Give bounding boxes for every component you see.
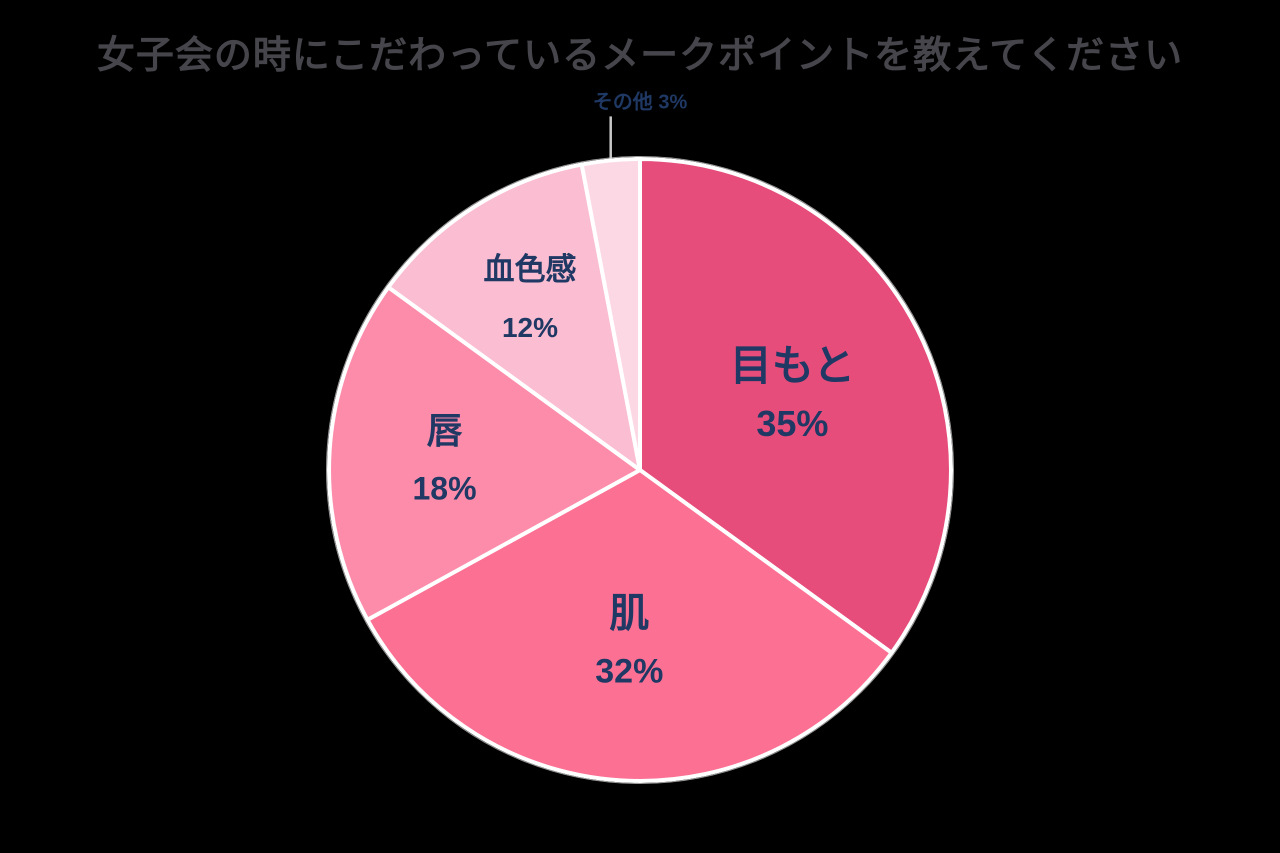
slice-label-lips: 唇 (426, 410, 462, 451)
slice-label-skin: 肌 (609, 592, 649, 636)
slice-value-skin: 32% (595, 653, 663, 691)
pie-slice-eyes (638, 157, 953, 655)
slice-label-complexion: 血色感 (484, 252, 577, 287)
slice-label-other: その他 3% (593, 89, 688, 113)
pie-slice-other (579, 156, 642, 472)
pie-outer-ring (326, 156, 954, 784)
slice-value-complexion: 12% (502, 312, 558, 343)
pie-slice-lips (327, 285, 642, 622)
slice-value-eyes: 35% (756, 403, 828, 444)
slice-label-eyes: 目もと (730, 342, 855, 389)
pie-slice-skin (365, 468, 894, 783)
slice-value-lips: 18% (412, 471, 476, 507)
chart-title: 女子会の時にこだわっているメークポイントを教えてください (96, 35, 1184, 77)
pie-slice-complexion (386, 162, 642, 472)
